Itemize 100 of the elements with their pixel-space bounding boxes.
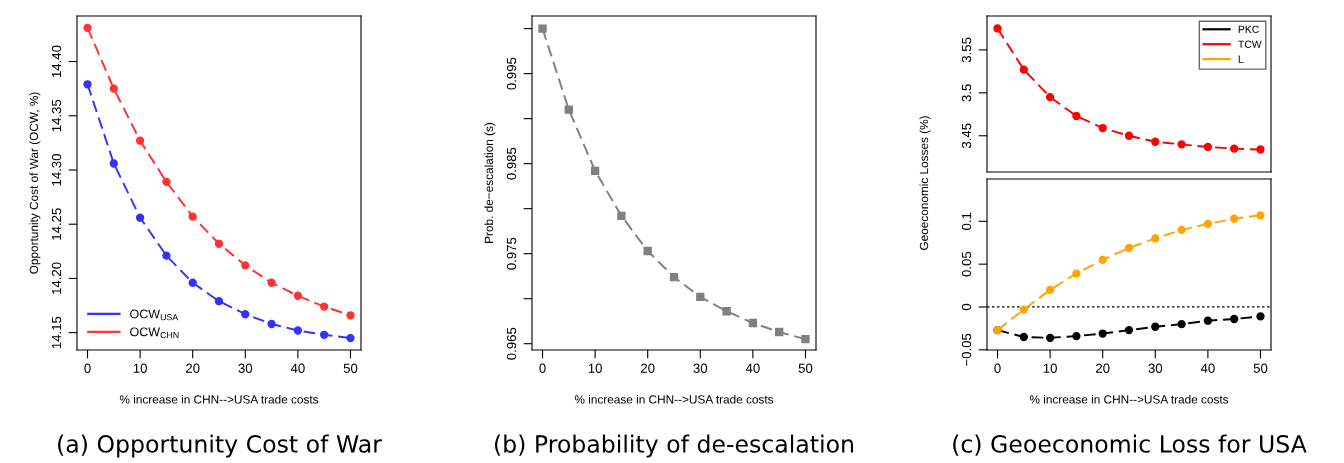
point	[1151, 234, 1160, 243]
x-axis-title: % increase in CHN-->USA trade costs	[1029, 394, 1229, 404]
point	[267, 278, 276, 287]
point	[109, 159, 118, 168]
x-tick-label: 0	[539, 363, 546, 373]
point	[1124, 243, 1134, 253]
y-tick-label: 0.1	[961, 212, 972, 230]
point	[1203, 219, 1213, 229]
point	[1045, 333, 1055, 343]
point	[1098, 329, 1107, 338]
y-tick-label: 0.995	[506, 57, 517, 90]
x-tick-label: 30	[1148, 363, 1163, 373]
point	[214, 297, 224, 306]
x-tick-label: 20	[641, 363, 655, 373]
point	[775, 327, 784, 337]
point	[135, 136, 145, 145]
y-tick-label: 14.30	[51, 153, 62, 186]
y-tick-label: 3.45	[961, 123, 972, 149]
point	[1045, 92, 1055, 102]
point	[993, 24, 1002, 33]
text: (b) Probability of de-escalation	[495, 434, 854, 458]
point	[1256, 312, 1265, 321]
x-tick-label: 40	[745, 363, 760, 373]
point	[1177, 319, 1186, 329]
point	[1151, 322, 1160, 331]
y-tick-label: 14.35	[51, 99, 62, 132]
point	[162, 177, 171, 187]
point	[1230, 214, 1239, 223]
point	[241, 261, 250, 270]
x-tick-label: 0	[994, 363, 1001, 373]
legend-label: PKC	[1238, 25, 1259, 34]
x-tick-label: 50	[798, 363, 813, 373]
point	[162, 251, 171, 260]
point	[214, 239, 224, 248]
x-tick-label: 20	[186, 363, 200, 373]
y-tick-label: 14.25	[51, 208, 62, 240]
point	[83, 23, 92, 33]
point	[590, 166, 600, 176]
point	[564, 105, 573, 114]
point	[643, 246, 652, 256]
point	[188, 278, 197, 287]
x-tick-label: 30	[693, 363, 708, 373]
y-axis-title: Geoeconomic Losses (%)	[919, 116, 931, 250]
point	[1230, 144, 1239, 153]
y-tick-label: 0	[961, 303, 972, 311]
x-tick-label: 30	[238, 363, 253, 373]
point	[669, 272, 679, 282]
x-tick-label: 40	[290, 363, 305, 373]
point	[1177, 225, 1186, 235]
point	[1098, 123, 1107, 133]
y-axis-title: Opportunity Cost of War (OCW, %)	[29, 92, 41, 274]
y-tick-label: −0.05	[961, 333, 972, 366]
point	[1098, 255, 1107, 265]
text: (c) Geoeconomic Loss for USA	[953, 434, 1307, 456]
x-tick-label: 40	[1200, 363, 1215, 373]
y-tick-label: 0.985	[506, 147, 517, 180]
point	[1203, 316, 1213, 325]
y-tick-label: 14.40	[51, 45, 62, 78]
point	[617, 211, 626, 221]
y-tick-label: 14.15	[51, 316, 62, 349]
legend-label: L	[1238, 55, 1244, 63]
x-axis-title: % increase in CHN-->USA trade costs	[574, 394, 774, 404]
point	[320, 302, 329, 311]
legend-label: OCW$_{CHN}$	[130, 327, 179, 339]
x-tick-label: 50	[343, 363, 358, 373]
point	[293, 291, 303, 300]
x-tick-label: 0	[84, 363, 91, 373]
y-tick-label: 3.5	[961, 84, 972, 102]
legend-label: TCW	[1238, 40, 1262, 48]
point	[320, 330, 329, 339]
point	[1177, 140, 1186, 149]
point	[293, 326, 303, 335]
y-axis-title: Prob. de−escalation (s)	[484, 122, 496, 243]
point	[748, 318, 758, 328]
point	[1256, 211, 1265, 220]
point	[109, 84, 118, 93]
point	[346, 333, 355, 343]
point	[1019, 305, 1028, 314]
y-tick-label: 0.965	[506, 327, 517, 360]
x-tick-label: 10	[588, 363, 602, 373]
y-tick-label: 3.55	[961, 37, 972, 63]
legend-label: OCW$_{USA}$	[130, 309, 179, 321]
point	[1203, 142, 1213, 152]
point	[1072, 269, 1081, 278]
x-tick-label: 10	[133, 363, 147, 373]
point	[346, 311, 355, 320]
point	[696, 292, 705, 302]
y-tick-label: 0.975	[506, 237, 517, 270]
point	[1072, 331, 1081, 341]
text: (a) Opportunity Cost of War	[58, 434, 382, 458]
point	[188, 212, 197, 221]
point	[1124, 131, 1134, 140]
point	[538, 24, 547, 33]
point	[241, 310, 250, 319]
point	[722, 307, 731, 316]
point	[83, 80, 92, 89]
y-tick-label: 0.05	[961, 251, 972, 277]
point	[267, 319, 276, 329]
x-axis-title: % increase in CHN-->USA trade costs	[119, 394, 319, 404]
point	[1019, 65, 1028, 74]
